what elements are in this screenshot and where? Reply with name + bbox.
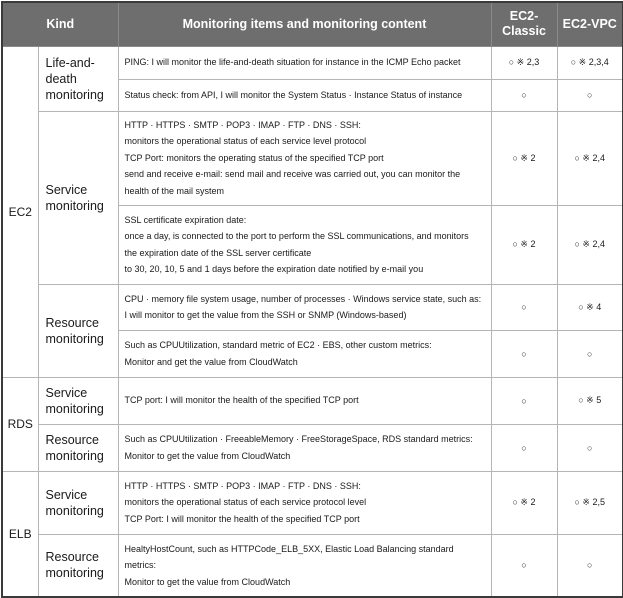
header-ec2-classic: EC2- Classic [490,1,558,47]
content-line: HTTP · HTTPS · SMTP · POP3 · IMAP · FTP … [124,119,361,130]
kind-line: Service [45,487,88,502]
mark-ec2-classic: ○ ※ 2,3 [490,45,558,80]
header-ec2-classic-line1: EC2- [509,9,539,24]
kind-line: death [45,71,77,86]
content-line: monitors the operational status of each … [124,497,367,508]
content-cpu-memory: CPU · memory file system usage, number o… [117,283,492,331]
kind-line: monitoring [45,401,104,416]
table-row: Status check: from API, I will monitor t… [2,78,623,112]
kind-line: monitoring [45,448,104,463]
kind-line: Resource [45,432,100,447]
content-line: HealtyHostCount, such as HTTPCode_ELB_5X… [124,543,454,554]
content-line: PING: I will monitor the life-and-death … [124,57,461,68]
kind-line: Service [45,385,88,400]
content-cloudwatch-metrics: Such as CPUUtilization, standard metric … [117,329,492,378]
kind-line: monitoring [45,331,104,346]
content-line: Such as CPUUtilization, standard metric … [124,340,432,350]
table-row: Resource monitoring Such as CPUUtilizati… [2,423,623,472]
mark-ec2-vpc: ○ [556,423,623,472]
mark-ec2-classic: ○ [490,78,558,112]
table-row: Such as CPUUtilization, standard metric … [2,329,623,378]
content-line: Monitor and get the value from CloudWatc… [124,356,298,367]
content-line: send and receive e-mail: send mail and r… [124,169,461,180]
mark-ec2-classic: ○ [490,423,558,472]
content-line: monitors the operational status of each … [124,136,367,147]
content-line: Monitor to get the value from CloudWatch [124,576,291,587]
kind-line: monitoring [45,503,104,518]
kind-line: Resource [45,550,100,565]
kind-life-and-death-monitoring: Life-and- death monitoring [37,45,119,112]
table-row: Service monitoring HTTP · HTTPS · SMTP ·… [2,110,623,285]
table-row: ELB Service monitoring HTTP · HTTPS · SM… [1,470,623,598]
mark-ec2-vpc: ○ [556,78,623,112]
kind-line: Service [45,182,88,197]
kind-resource-monitoring: Resource monitoring [37,283,119,378]
mark-ec2-vpc: ○ ※ 5 [556,376,623,425]
content-line: TCP Port: monitors the operating status … [124,152,384,163]
table-row: Resource monitoring CPU · memory file sy… [2,283,623,378]
kind-service-monitoring: Service monitoring [37,470,119,535]
content-rds-metrics: Such as CPUUtilization · FreeableMemory … [117,423,492,472]
content-line: Monitor to get the value from CloudWatch [124,450,291,461]
kind-line: monitoring [45,566,104,581]
content-status-check: Status check: from API, I will monitor t… [117,78,492,112]
mark-ec2-classic: ○ [490,376,558,425]
header-monitoring-items: Monitoring items and monitoring content [117,1,492,47]
content-ping: PING: I will monitor the life-and-death … [117,45,492,80]
content-service-protocols: HTTP · HTTPS · SMTP · POP3 · IMAP · FTP … [117,110,492,206]
mark-ec2-vpc: ○ ※ 2,5 [556,470,623,535]
content-line: Status check: from API, I will monitor t… [124,89,463,100]
mark-ec2-classic: ○ [490,533,558,598]
kind-line: monitoring [45,87,104,102]
table-row: Resource monitoring HealtyHostCount, suc… [2,533,623,598]
content-line: once a day, is connected to the port to … [124,231,469,241]
mark-ec2-classic: ○ [490,329,558,378]
content-line: Such as CPUUtilization · FreeableMemory … [124,434,473,444]
table-row: SSL certificate expiration date: once a … [2,204,623,285]
kind-line: Resource [45,315,100,330]
header-ec2-vpc: EC2-VPC [556,1,623,47]
table-row: EC2 Life-and- death monitoring PING: I w… [1,45,623,378]
mark-ec2-classic: ○ [490,283,558,331]
service-rds: RDS [1,376,39,472]
content-line: to 30, 20, 10, 5 and 1 days before the e… [124,264,424,274]
mark-ec2-vpc: ○ ※ 2,4 [556,110,623,206]
kind-service-monitoring: Service monitoring [37,110,119,285]
mark-ec2-vpc: ○ ※ 2,3,4 [556,45,623,80]
content-tcp-port: TCP port: I will monitor the health of t… [117,376,492,425]
mark-ec2-vpc: ○ [556,533,623,598]
content-line: CPU · memory file system usage, number o… [124,293,482,304]
mark-ec2-classic: ○ ※ 2 [490,110,558,206]
kind-resource-monitoring: Resource monitoring [37,423,119,472]
kind-resource-monitoring: Resource monitoring [37,533,119,598]
service-ec2: EC2 [1,45,39,378]
content-line: TCP port: I will monitor the health of t… [124,395,359,406]
content-line: I will monitor to get the value from the… [124,310,407,320]
content-line: health of the mail system [124,185,225,196]
content-elb-metrics: HealtyHostCount, such as HTTPCode_ELB_5X… [117,533,492,598]
content-line: TCP Port: I will monitor the health of t… [124,513,360,524]
mark-ec2-classic: ○ ※ 2 [490,470,558,535]
content-elb-protocols: HTTP · HTTPS · SMTP · POP3 · IMAP · FTP … [117,470,492,535]
service-elb: ELB [1,470,39,598]
content-ssl-certificate: SSL certificate expiration date: once a … [117,204,492,285]
mark-ec2-vpc: ○ ※ 4 [556,283,623,331]
content-line: SSL certificate expiration date: [124,214,247,225]
kind-line: monitoring [45,198,104,213]
mark-ec2-vpc: ○ ※ 2,4 [556,204,623,285]
content-line: the expiration date of the SSL server ce… [124,247,312,258]
kind-service-monitoring: Service monitoring [37,376,119,425]
mark-ec2-classic: ○ ※ 2 [490,204,558,285]
header-row: Kind Monitoring items and monitoring con… [1,1,623,47]
content-line: HTTP · HTTPS · SMTP · POP3 · IMAP · FTP … [124,480,361,491]
header-kind: Kind [1,1,119,47]
kind-line: Life-and- [45,55,95,70]
header-ec2-classic-line2: Classic [502,24,546,39]
mark-ec2-vpc: ○ [556,329,623,378]
table-row: RDS Service monitoring TCP port: I will … [1,376,623,472]
content-line: metrics: [124,560,157,570]
